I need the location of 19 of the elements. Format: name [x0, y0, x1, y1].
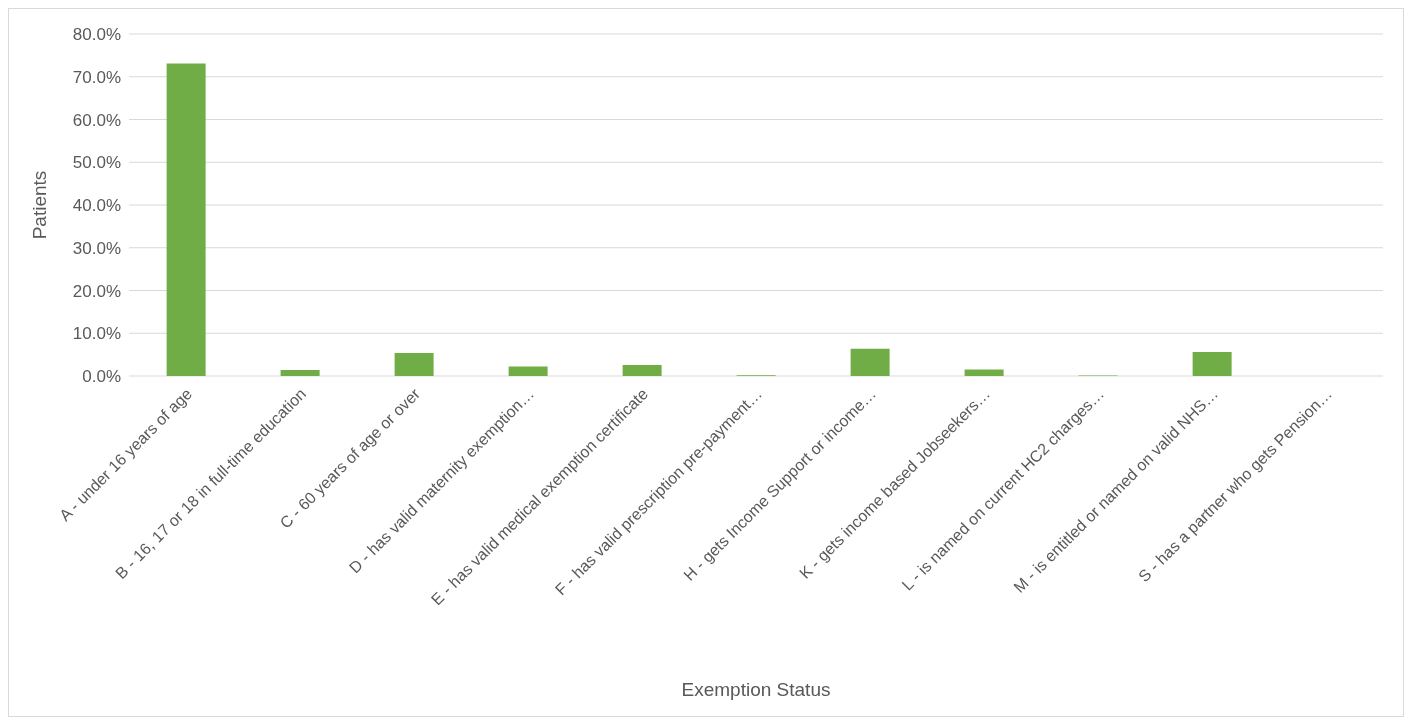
bar [166, 63, 206, 376]
x-axis-title: Exemption Status [681, 679, 831, 700]
y-tick-label: 40.0% [72, 196, 121, 216]
y-tick-label: 60.0% [72, 110, 121, 130]
y-tick-label: 70.0% [72, 67, 121, 87]
bar [964, 369, 1004, 376]
y-tick-label: 50.0% [72, 153, 121, 173]
bar [394, 352, 434, 376]
bar [850, 348, 890, 376]
bar [1192, 352, 1232, 376]
y-tick-label: 80.0% [72, 25, 121, 45]
y-tick-label: 30.0% [72, 238, 121, 258]
y-axis-title: Patients [28, 170, 50, 240]
y-tick-label: 0.0% [82, 367, 121, 387]
bar [508, 366, 548, 376]
y-tick-label: 10.0% [72, 324, 121, 344]
bar [280, 370, 320, 376]
bar [622, 364, 662, 376]
y-tick-label: 20.0% [72, 281, 121, 301]
